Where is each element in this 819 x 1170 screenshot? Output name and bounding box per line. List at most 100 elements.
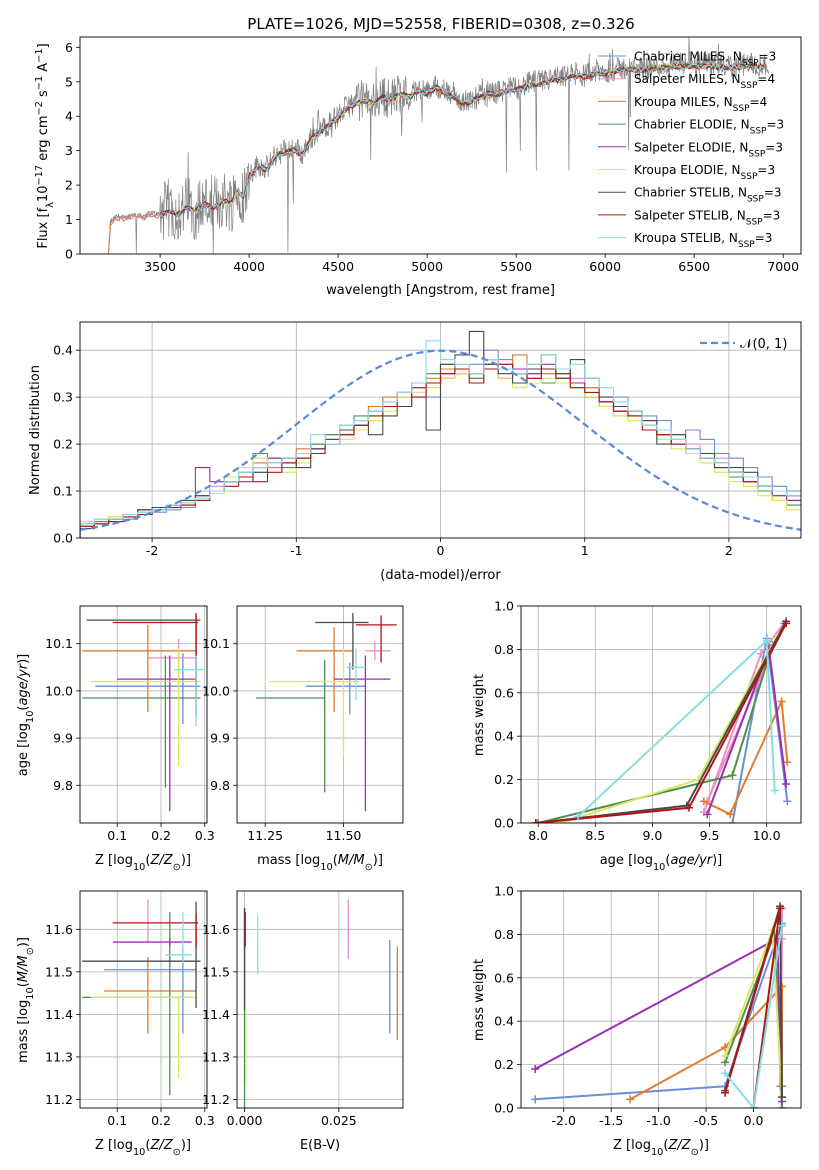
age-z-ylabel-part: (	[16, 706, 31, 711]
mass-z-ylabel-part: M/M	[16, 955, 31, 982]
age-z-ylabel-part: age [log	[16, 723, 31, 776]
weight-age-ylabel: mass weight	[472, 674, 487, 756]
axes-frame	[79, 36, 802, 255]
spectrum-ylabel-part: Flux [f	[36, 207, 51, 248]
legend-label-part: SSP	[733, 104, 750, 114]
age-mass-xlabel-part: (	[333, 853, 338, 868]
weight-marker	[762, 636, 771, 645]
x-tick-label: 0.3	[195, 1113, 215, 1128]
legend-label: Kroupa ELODIE, NSSP=3	[634, 163, 775, 182]
weight-marker	[531, 1095, 540, 1104]
weight-marker	[531, 819, 540, 823]
plot-area-weight_vs_age	[521, 606, 801, 823]
y-tick-label: 9.8	[210, 778, 230, 793]
y-tick-label: 0.1	[53, 484, 73, 499]
axes-frame	[236, 890, 404, 1109]
legend-label-part: =3	[757, 163, 775, 177]
legend-label-part: SSP	[750, 127, 767, 137]
figure-title: PLATE=1026, MJD=52558, FIBERID=0308, z=0…	[247, 15, 634, 33]
weight-marker	[783, 758, 792, 767]
legend-label-part: Salpeter STELIB, N	[634, 208, 746, 222]
x-tick-label: 0.1	[107, 1113, 127, 1128]
legend-label: Kroupa STELIB, NSSP=3	[634, 231, 772, 250]
y-tick-label: 10.0	[45, 683, 73, 698]
y-tick-label: 9.9	[210, 731, 230, 746]
y-tick-label: 10.1	[202, 636, 230, 651]
legend-label-part: =3	[763, 208, 781, 222]
legend-label: Salpeter ELODIE, NSSP=3	[634, 140, 783, 159]
mass-z-xlabel-part: ⊙	[173, 1147, 181, 1158]
x-tick-label: 11.25	[247, 828, 283, 843]
mass-z-xlabel-part: Z/Z	[149, 1138, 173, 1153]
y-tick-label: 0.8	[494, 927, 514, 942]
axes-spectrum: 3500 4000 4500 5000 5500 6000 6500 7000 0 1 2 3 4 5 6	[65, 36, 802, 274]
weight-age-xlabel-part: age [log	[600, 853, 653, 868]
legend-label-part: Salpeter MILES, N	[634, 72, 741, 86]
age-mass-xlabel-part: M/M	[338, 853, 365, 868]
ebv-xlabel: E(B-V)	[300, 1138, 340, 1153]
weight-marker	[703, 810, 712, 819]
legend-label: Salpeter STELIB, NSSP=3	[634, 208, 780, 227]
weight-series-8	[577, 638, 776, 818]
y-tick-label: 0.8	[494, 642, 514, 657]
weight-z-xlabel-part: )]	[699, 1138, 709, 1153]
legend-label: Chabrier ELODIE, NSSP=3	[634, 118, 784, 137]
legend-label-part: =3	[765, 140, 783, 154]
y-tick-label: 4	[65, 109, 73, 124]
weight-age-xlabel-part: age/yr	[670, 853, 713, 868]
x-tick-label: 0.3	[195, 828, 215, 843]
mass-z-ylabel-part: )]	[16, 937, 31, 947]
weight-marker	[778, 1093, 787, 1102]
x-tick-label: 0.1	[107, 828, 127, 843]
weight-marker	[685, 803, 693, 812]
x-tick-label: -1.0	[646, 1113, 670, 1128]
spectrum-ylabel-part: λ	[45, 202, 56, 208]
mass-z-xlabel: Z [log10(Z/Z⊙)]	[95, 1138, 191, 1158]
legend-label-part: =3	[755, 231, 773, 245]
y-tick-label: 2	[65, 178, 73, 193]
y-tick-label: 10.1	[45, 636, 73, 651]
weight-age-xlabel-part: )]	[712, 853, 722, 868]
weight-z-xlabel-part: 10	[651, 1147, 663, 1158]
age-z-ylabel-part: )]	[16, 654, 31, 664]
spectrum-ylabel: Flux [fλ10−17 erg cm−2 s−1 A−1]	[34, 43, 56, 248]
axes-age_vs_mass: 11.25 11.50 9.8 9.9 10.0 10.1	[202, 605, 404, 843]
spectrum-ylabel-part: −1	[34, 76, 45, 90]
plot-area-spectrum	[108, 37, 769, 254]
y-tick-label: 1	[65, 212, 73, 227]
x-tick-label: 6500	[678, 259, 710, 274]
x-tick-label: 8.5	[585, 828, 605, 843]
x-tick-label: 0.000	[227, 1113, 263, 1128]
plot-area-age_vs_Z	[80, 606, 207, 823]
y-tick-label: 11.4	[202, 1007, 230, 1022]
y-tick-label: 11.3	[45, 1049, 73, 1064]
y-tick-label: 11.5	[45, 964, 73, 979]
legend-label-part: Chabrier MILES, N	[634, 50, 742, 64]
age-mass-xlabel-part: ⊙	[365, 862, 373, 873]
age-mass-xlabel-part: )]	[373, 853, 383, 868]
weight-marker	[776, 904, 785, 913]
age-mass-xlabel-part: mass [log	[257, 853, 320, 868]
axes-mass_vs_ebv: 0.000 0.025 11.2 11.3 11.4 11.5 11.6	[202, 890, 404, 1128]
legend-label-part: Salpeter ELODIE, N	[634, 140, 748, 154]
y-tick-label: 0.4	[494, 729, 514, 744]
weight-marker	[778, 921, 787, 930]
age-mass-xlabel-part: 10	[320, 862, 332, 873]
y-tick-label: 0.3	[53, 390, 73, 405]
legend-label-part: =3	[759, 50, 777, 64]
legend-label-part: =3	[766, 118, 784, 132]
age-z-xlabel-part: Z [log	[95, 853, 133, 868]
y-tick-label: 6	[65, 40, 73, 55]
axes-frame	[520, 605, 802, 824]
x-tick-label: 1	[581, 543, 589, 558]
residual-xlabel: (data-model)/error	[380, 568, 501, 583]
weight-marker	[770, 786, 779, 795]
x-tick-label: 5500	[500, 259, 532, 274]
legend-label-part: SSP	[748, 149, 765, 159]
x-tick-label: -0.5	[694, 1113, 718, 1128]
weight-marker	[534, 819, 543, 823]
legend-label-part: SSP	[738, 240, 755, 250]
age-z-xlabel-part: ⊙	[173, 862, 181, 873]
x-tick-label: -2.0	[552, 1113, 576, 1128]
legend-label-part: =4	[750, 95, 768, 109]
